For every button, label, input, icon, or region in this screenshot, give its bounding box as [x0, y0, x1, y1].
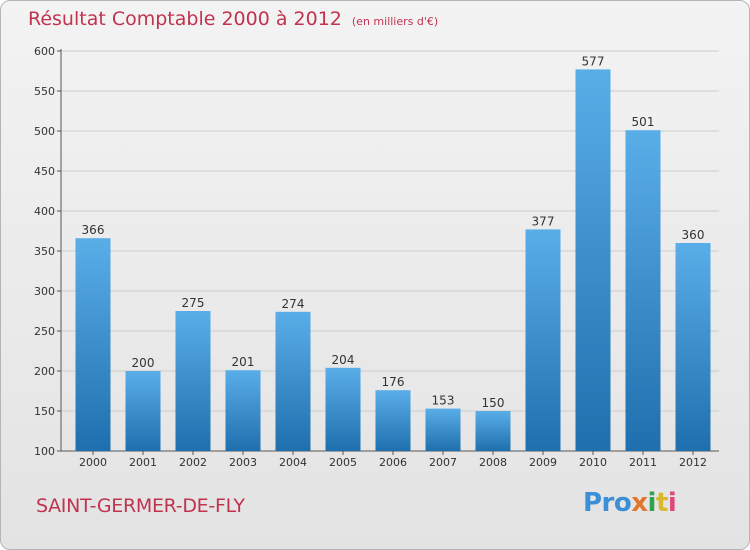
- x-tick-label: 2000: [79, 456, 107, 469]
- bar-value-label: 366: [82, 223, 105, 237]
- x-tick-label: 2002: [179, 456, 207, 469]
- x-tick-label: 2001: [129, 456, 157, 469]
- bar: [625, 130, 661, 451]
- bar: [275, 311, 311, 451]
- logo-part: i: [647, 488, 657, 518]
- bar-value-label: 275: [182, 296, 205, 310]
- bar-value-label: 204: [332, 353, 355, 367]
- bar: [525, 229, 561, 451]
- x-tick-label: 2012: [679, 456, 707, 469]
- x-tick-label: 2007: [429, 456, 457, 469]
- bar-value-label: 360: [682, 228, 705, 242]
- bar-value-label: 274: [282, 297, 305, 311]
- proxiti-logo: Proxiti: [583, 488, 677, 518]
- x-tick-label: 2011: [629, 456, 657, 469]
- bar: [675, 243, 711, 451]
- y-tick-label: 100: [34, 445, 55, 458]
- logo-part: t: [655, 488, 668, 518]
- bars: [75, 69, 711, 452]
- bar-value-label: 153: [432, 394, 455, 408]
- y-tick-label: 550: [34, 85, 55, 98]
- x-tick-label: 2009: [529, 456, 557, 469]
- bar-value-label: 176: [382, 375, 405, 389]
- bar-value-label: 201: [232, 355, 255, 369]
- y-tick-label: 250: [34, 325, 55, 338]
- logo-part: Pro: [583, 488, 632, 518]
- y-tick-label: 200: [34, 365, 55, 378]
- y-tick-label: 400: [34, 205, 55, 218]
- bar: [175, 311, 211, 451]
- x-tick-label: 2008: [479, 456, 507, 469]
- bar: [325, 367, 361, 451]
- bar: [75, 238, 111, 451]
- x-tick-label: 2003: [229, 456, 257, 469]
- x-tick-label: 2004: [279, 456, 307, 469]
- chart-subtitle: (en milliers d'€): [351, 15, 439, 28]
- bar: [125, 371, 161, 451]
- x-tick-label: 2010: [579, 456, 607, 469]
- logo-part: x: [631, 488, 648, 518]
- y-tick-label: 150: [34, 405, 55, 418]
- bar: [475, 411, 511, 451]
- x-tick-label: 2005: [329, 456, 357, 469]
- title-row: Résultat Comptable 2000 à 2012 (en millie…: [28, 8, 438, 30]
- y-tick-label: 300: [34, 285, 55, 298]
- chart-title: Résultat Comptable 2000 à 2012: [28, 8, 342, 30]
- logo-part: i: [667, 488, 677, 518]
- y-tick-label: 350: [34, 245, 55, 258]
- y-tick-label: 600: [34, 45, 55, 58]
- y-tick-label: 500: [34, 125, 55, 138]
- bar-value-label: 150: [482, 396, 505, 410]
- bar-value-label: 377: [532, 214, 555, 228]
- bar-value-label: 501: [632, 115, 655, 129]
- bar-value-label: 577: [582, 54, 605, 68]
- commune-name: SAINT-GERMER-DE-FLY: [36, 495, 245, 517]
- labels: 100 150 200 250 300 350 400 450 500 550 600 366 2000…: [34, 45, 707, 469]
- bar: [225, 370, 261, 451]
- x-tick-label: 2006: [379, 456, 407, 469]
- y-tick-label: 450: [34, 165, 55, 178]
- bar: [575, 69, 611, 452]
- bar: [375, 390, 411, 451]
- bar: [425, 408, 461, 451]
- bar-value-label: 200: [132, 356, 155, 370]
